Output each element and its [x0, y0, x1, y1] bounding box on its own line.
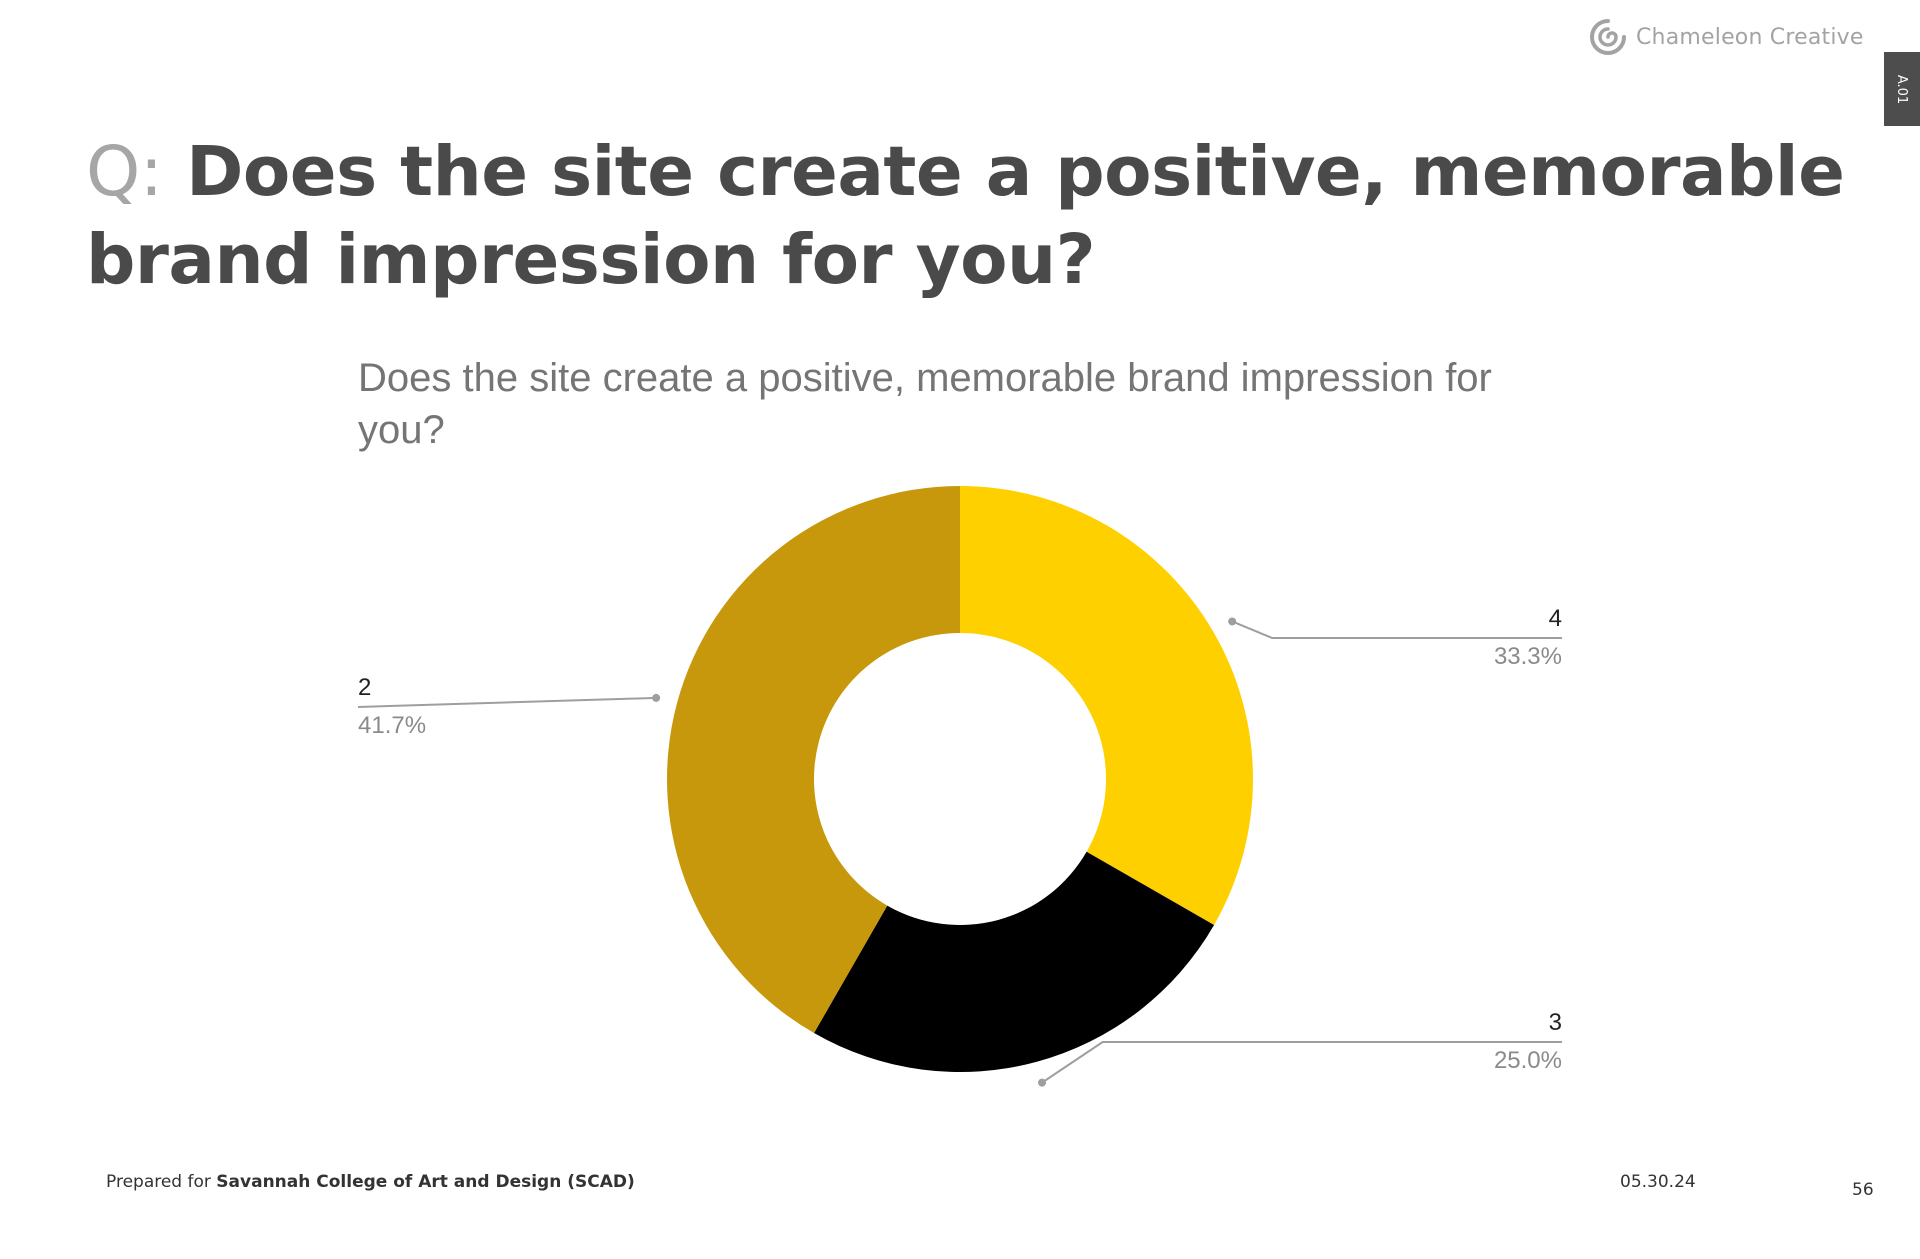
chameleon-swirl-icon [1590, 19, 1626, 55]
slice-label-group-3: 3 25.0% [1038, 1009, 1562, 1087]
question-text: Does the site create a positive, memorab… [86, 132, 1845, 300]
leader-line-3 [1041, 1041, 1562, 1084]
slice-percent-label-2: 41.7% [358, 712, 426, 739]
slice-percent-label-4: 33.3% [1494, 643, 1562, 670]
page-number: 56 [1852, 1180, 1874, 1200]
donut-chart-card: 4 33.3% 3 25.0% 2 41.7% Does the site create … [320, 312, 1600, 1102]
leader-line-4 [1231, 620, 1562, 639]
footer-date: 05.30.24 [1620, 1172, 1696, 1192]
section-tab: A.01 [1884, 52, 1920, 126]
logo-text: Chameleon Creative [1636, 24, 1864, 50]
donut-slice-2 [667, 486, 960, 1034]
footer-prepared-for: Prepared for Savannah College of Art and… [106, 1172, 635, 1192]
leader-dot-4 [1228, 617, 1237, 626]
slice-percent-label-3: 25.0% [1494, 1047, 1562, 1074]
chart-title: Does the site create a positive, memorab… [358, 356, 1492, 452]
prepared-for-label: Prepared for [106, 1172, 211, 1192]
slice-label-group-4: 4 33.3% [1228, 605, 1562, 670]
brand-logo: Chameleon Creative [1588, 10, 1864, 64]
slice-category-label-4: 4 [1549, 605, 1562, 632]
donut-slice-4 [960, 486, 1253, 925]
question-prefix: Q: [86, 132, 163, 212]
question-heading: Q: Does the site create a positive, memo… [86, 128, 1846, 304]
slice-category-label-2: 2 [358, 674, 371, 701]
section-tab-label: A.01 [1894, 74, 1910, 104]
client-name: Savannah College of Art and Design (SCAD… [216, 1172, 635, 1192]
slice-label-group-2: 2 41.7% [357, 674, 661, 739]
slice-category-label-3: 3 [1549, 1009, 1562, 1036]
donut-chart: 4 33.3% 3 25.0% 2 41.7% [357, 486, 1562, 1087]
donut-slice-3 [814, 851, 1215, 1072]
leader-line-2 [357, 696, 657, 708]
